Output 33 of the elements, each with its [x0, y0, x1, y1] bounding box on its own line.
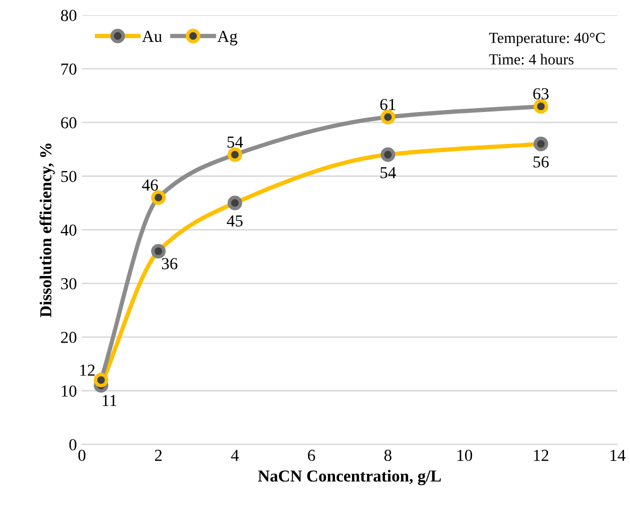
- data-label: 45: [226, 215, 243, 227]
- data-label: 54: [380, 167, 396, 178]
- data-label: 36: [162, 258, 178, 270]
- x-tick-label: 10: [458, 450, 472, 461]
- y-tick-label: 70: [61, 64, 76, 75]
- y-tick-label: 60: [61, 117, 76, 128]
- x-axis-title: NaCN Concentration, g/L: [258, 470, 441, 486]
- data-label: 63: [533, 88, 549, 100]
- data-label: 11: [102, 395, 116, 406]
- y-tick-label: 30: [61, 278, 76, 290]
- x-tick-label: 8: [384, 450, 392, 461]
- data-label: 46: [142, 179, 158, 191]
- data-label: 54: [228, 136, 243, 148]
- legend-label: Au: [142, 30, 162, 42]
- legend-label: Ag: [217, 30, 238, 46]
- x-tick-label: 12: [534, 450, 548, 461]
- data-label: 61: [380, 98, 396, 110]
- y-tick-label: 50: [61, 170, 76, 182]
- y-tick-label: 0: [69, 439, 76, 450]
- y-tick-label: 10: [62, 385, 76, 397]
- y-axis-title: Dissolution efficiency, %: [39, 144, 55, 318]
- y-tick-label: 20: [61, 332, 76, 344]
- y-tick-label: 40: [60, 224, 76, 236]
- x-tick-label: 2: [154, 450, 162, 461]
- data-label: 12: [80, 364, 95, 376]
- data-label: 56: [534, 156, 549, 168]
- x-tick-label: 4: [231, 450, 239, 461]
- x-tick-label: 6: [308, 450, 316, 461]
- y-tick-label: 80: [61, 10, 76, 22]
- x-tick-label: 0: [78, 450, 86, 461]
- annotation: Temperature: 40°C: [489, 32, 605, 46]
- annotation: Time: 4 hours: [489, 54, 574, 65]
- x-tick-label: 14: [610, 450, 626, 461]
